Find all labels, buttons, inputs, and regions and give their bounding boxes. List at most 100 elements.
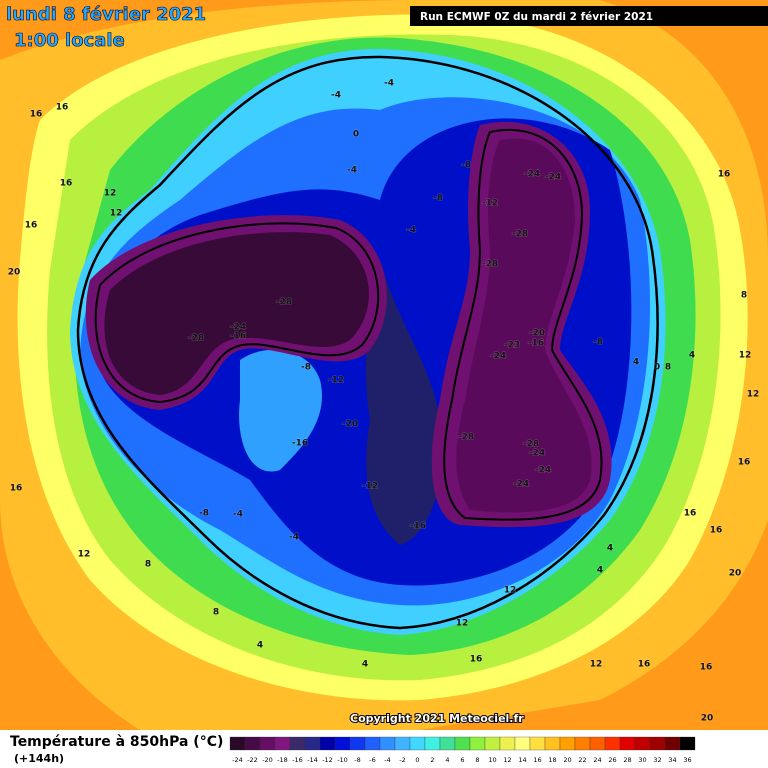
legend-swatch [544,736,561,751]
legend-swatch [664,736,681,751]
legend-swatch [574,736,591,751]
contour-label: -28 [482,260,498,270]
legend-label: 30 [638,756,646,764]
contour-label: 16 [718,170,731,180]
contour-label: -28 [512,230,528,240]
contour-label: -16 [528,339,544,349]
legend-label: 36 [683,756,691,764]
contour-label: -8 [301,363,311,373]
contour-label: -4 [331,91,341,101]
contour-label: 16 [710,526,723,536]
footer-lead: (+144h) [14,752,64,765]
contour-label: -20 [529,329,545,339]
contour-label: -4 [233,510,243,520]
contour-label: 12 [590,660,603,670]
legend-label: -12 [322,756,333,764]
legend-swatch [604,736,621,751]
time-label: 1:00 locale [14,30,125,51]
legend-swatch [619,736,636,751]
legend-label: 16 [533,756,541,764]
temperature-map: -28-28-24-16-8-12-20-16-12-16-12-8-8-24-… [0,0,768,730]
contour-label: 20 [701,714,714,724]
legend-swatch [229,736,246,751]
contour-label: -28 [276,298,292,308]
legend-swatch [484,736,501,751]
contour-label: -4 [347,166,357,176]
contour-label: -12 [362,482,378,492]
legend-swatch [424,736,441,751]
contour-labels: -28-28-24-16-8-12-20-16-12-16-12-8-8-24-… [7,78,760,724]
contour-label: -28 [188,334,204,344]
legend-label: -8 [354,756,360,764]
contour-label: 4 [633,358,639,368]
contour-label: 4 [689,351,695,361]
contour-label: 12 [456,619,469,629]
zone-west-core [104,232,369,395]
legend-label: 22 [578,756,586,764]
run-banner [410,6,768,26]
contour-label: 8 [213,608,219,618]
legend-swatch [529,736,546,751]
contour-label: -8 [461,161,471,171]
legend-label: -18 [277,756,288,764]
contour-label: 4 [362,660,368,670]
legend-swatch [394,736,411,751]
contour-label: -8 [593,338,603,348]
legend-label: -24 [232,756,243,764]
contour-label: 16 [25,221,38,231]
legend-swatch [334,736,351,751]
legend-swatch [259,736,276,751]
legend-swatch [634,736,651,751]
legend-label: -2 [399,756,405,764]
legend-swatch [454,736,471,751]
contour-label: -24 [529,449,545,459]
contour-label: -20 [342,420,358,430]
date-label: lundi 8 février 2021 [6,4,206,25]
legend-swatch [304,736,321,751]
legend-label: -16 [292,756,303,764]
legend-swatch [679,736,696,751]
contour-label: -24 [524,170,540,180]
contour-label: 12 [504,586,517,596]
contour-label: -16 [410,522,426,532]
footer-title: Température à 850hPa (°C) [10,734,223,750]
legend-swatch [439,736,456,751]
legend-label: -6 [369,756,375,764]
contour-label: -12 [328,376,344,386]
legend-label: 12 [503,756,511,764]
contour-label: -24 [513,480,529,490]
contour-label: 4 [597,566,603,576]
contour-label: 12 [739,351,752,361]
contour-label: 16 [60,179,73,189]
legend-label: 34 [668,756,676,764]
legend-label: 18 [548,756,556,764]
contour-label: 16 [470,655,483,665]
contour-label: -23 [504,341,520,351]
contour-label: -4 [406,226,416,236]
contour-label: 4 [257,641,263,651]
legend-label: -10 [337,756,348,764]
legend-label: 24 [593,756,601,764]
contour-label: 12 [110,209,123,219]
legend-swatch [499,736,516,751]
legend-label: 6 [460,756,464,764]
contour-label: 20 [729,569,742,579]
legend-label: -4 [384,756,390,764]
legend-label: 10 [488,756,496,764]
zone-east-core [456,138,592,513]
legend-label: -20 [262,756,273,764]
legend-swatch [244,736,261,751]
contour-label: -24 [490,352,506,362]
legend-swatch [289,736,306,751]
contour-label: 20 [8,268,21,278]
contour-label: 16 [30,110,43,120]
legend-swatch [409,736,426,751]
contour-label: -16 [292,439,308,449]
legend-swatch [364,736,381,751]
contour-label: -4 [289,533,299,543]
contour-label: -8 [433,194,443,204]
contour-label: -24 [535,466,551,476]
legend-label: 0 [415,756,419,764]
legend-label: 32 [653,756,661,764]
